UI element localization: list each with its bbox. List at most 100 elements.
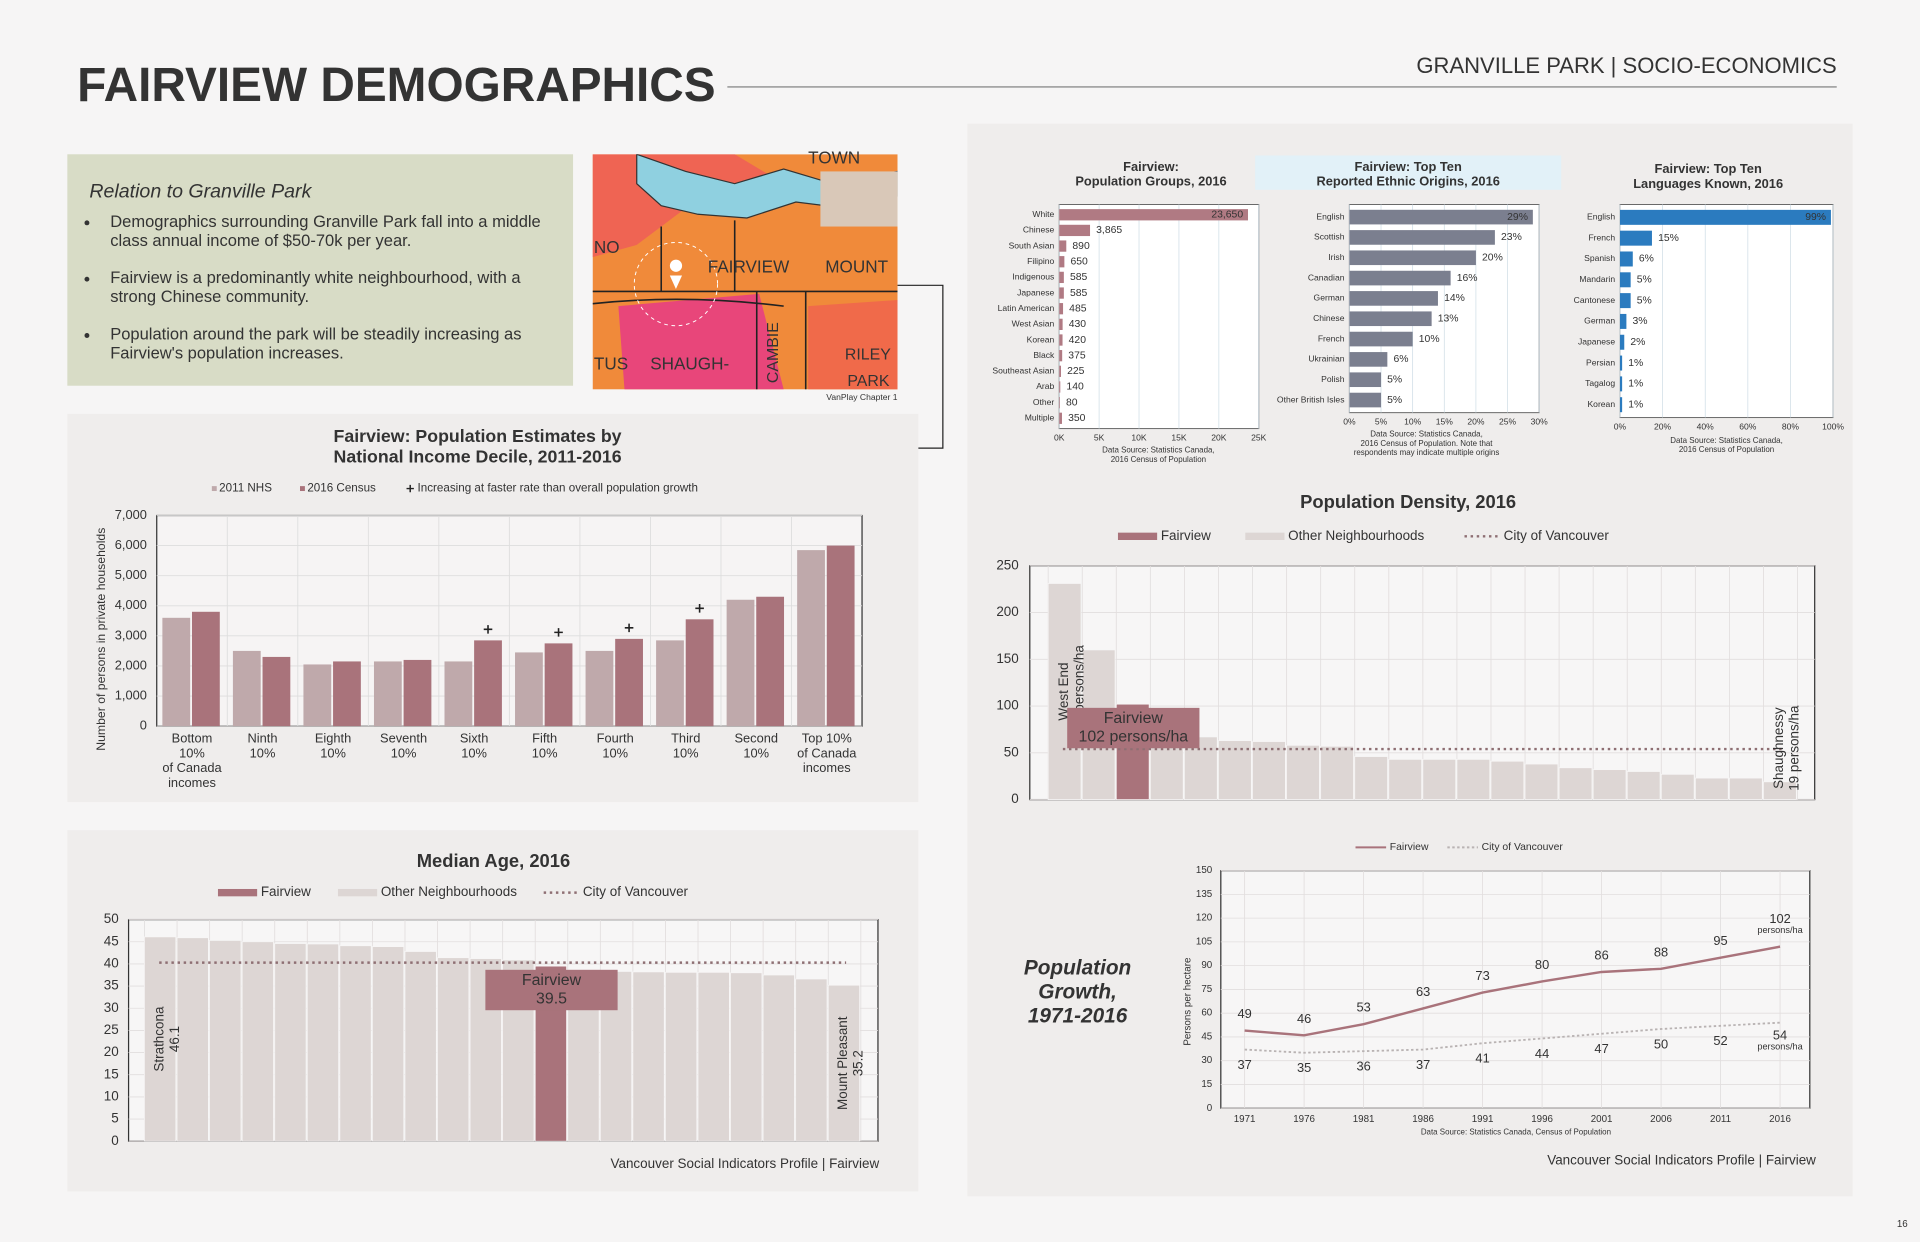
y-tick-label: 5: [111, 1111, 118, 1126]
category-label: Persian: [1586, 357, 1615, 367]
x-tick-label: 30%: [1531, 417, 1549, 427]
x-tick-label: 25%: [1499, 417, 1517, 427]
map-area: [820, 171, 898, 227]
bar: [1047, 583, 1082, 800]
value-label: 1%: [1628, 379, 1643, 390]
bar: [404, 951, 437, 1142]
source-note: Data Source: Statistics Canada, 2016 Cens…: [1102, 446, 1215, 464]
bar: [1349, 372, 1382, 388]
bar: [1490, 760, 1525, 800]
value-label: 13%: [1438, 313, 1459, 324]
bar: [1388, 758, 1422, 800]
text-line: Seventh: [380, 731, 427, 746]
source-note: Data Source: Statistics Canada, 2016 Cens…: [1354, 430, 1500, 457]
category-label: Scottish: [1314, 232, 1345, 242]
legend-swatch: [300, 486, 305, 492]
x-tick-label: 25K: [1251, 433, 1267, 443]
map-roads: [592, 220, 898, 390]
category-label: Canadian: [1308, 272, 1345, 282]
bar: [1729, 777, 1763, 800]
bar: [1059, 256, 1065, 268]
y-tick-label: 6,000: [115, 537, 147, 552]
text-line: 10%: [179, 746, 205, 761]
bar: [1349, 270, 1451, 286]
y-axis-label: Number of persons in private households: [94, 528, 108, 751]
legend-label: City of Vancouver: [583, 884, 689, 899]
value-label: 80: [1066, 397, 1078, 408]
value-label: 3%: [1633, 316, 1648, 327]
bar: [1349, 331, 1413, 347]
chart-title: Fairview: Population Groups, 2016: [1075, 159, 1226, 189]
source-note: Data Source: Statistics Canada, 2016 Cens…: [1670, 436, 1783, 454]
text-line: 2016 Census of Population: [1111, 455, 1206, 464]
y-tick-label: 0: [111, 1133, 118, 1148]
chart-title: Population Growth, 1971-2016: [1024, 956, 1131, 1027]
category-label: Irish: [1328, 252, 1344, 262]
bar: [1286, 744, 1320, 800]
text-line: strong Chinese community.: [110, 288, 309, 307]
x-tick-label: Third 10%: [671, 731, 700, 761]
category-label: Spanish: [1584, 253, 1615, 263]
text-line: of Canada: [162, 761, 222, 776]
bar: [797, 550, 825, 727]
x-tick-label: 0%: [1343, 417, 1356, 427]
plot-area: [1619, 204, 1834, 419]
point-label: 95: [1713, 933, 1727, 948]
bar: [656, 640, 684, 727]
text-line: Bottom: [172, 731, 213, 746]
value-label: 99%: [1805, 212, 1826, 223]
bar: [697, 971, 730, 1142]
x-tick-label: 1976: [1293, 1114, 1315, 1125]
bullet-dot: [84, 333, 90, 338]
bar: [1059, 412, 1062, 424]
text-line: Population around the park will be stead…: [110, 325, 521, 344]
text-line: incomes: [168, 775, 216, 790]
text-line: Fairview: Top Ten: [1655, 162, 1762, 177]
y-tick-label: 15: [104, 1066, 119, 1081]
category-label: German: [1584, 316, 1615, 326]
text-line: 10%: [602, 746, 628, 761]
bar: [1059, 303, 1064, 315]
point-label: 35: [1297, 1060, 1311, 1075]
category-label: Cantonese: [1574, 295, 1616, 305]
bar: [144, 936, 177, 1142]
bar: [762, 974, 795, 1142]
legend-label: Fairview: [1390, 842, 1429, 853]
value-label: 15%: [1658, 233, 1679, 244]
value-label: 350: [1068, 413, 1086, 424]
source-note: Data Source: Statistics Canada, Census o…: [1421, 1128, 1611, 1137]
x-tick-label: Top 10% of Canada incomes: [797, 731, 857, 776]
legend-label: Other Neighbourhoods: [1288, 528, 1424, 543]
point-label: 52: [1713, 1033, 1727, 1048]
bar: [403, 659, 432, 727]
bar: [1059, 365, 1061, 377]
category-label: Japanese: [1578, 337, 1615, 347]
legend-label: Fairview: [261, 884, 311, 899]
plot-area: [1058, 204, 1260, 430]
bar: [1349, 250, 1476, 266]
bar: [1620, 397, 1623, 413]
page-content: FAIRVIEW DEMOGRAPHICS GRANVILLE PARK | S…: [67, 53, 1908, 1230]
bar: [1059, 350, 1063, 362]
text-line: Growth,: [1038, 980, 1117, 1003]
bullet-dot: [84, 276, 90, 282]
chart-title: Fairview: Top Ten Languages Known, 2016: [1633, 162, 1783, 192]
relation-panel: [67, 154, 574, 386]
annotation-value: 19 persons/ha: [1786, 705, 1801, 791]
x-tick-label: Fifth 10%: [532, 731, 558, 761]
category-label: Multiple: [1025, 413, 1055, 423]
y-tick-label: 20: [104, 1044, 119, 1059]
text-line: 10%: [250, 746, 276, 761]
text-line: of Canada: [797, 746, 857, 761]
value-label: 10%: [1419, 334, 1440, 345]
value-label: 1%: [1628, 358, 1643, 369]
x-tick-label: 5%: [1375, 417, 1388, 427]
map-label: FAIRVIEW: [708, 257, 790, 277]
point-label: 54: [1773, 1028, 1787, 1043]
bar: [176, 937, 209, 1142]
series-line: [1244, 945, 1781, 1037]
annotation-value: 46.1: [166, 1026, 181, 1052]
category-label: Korean: [1587, 399, 1615, 409]
bar: [730, 972, 763, 1142]
map-label: CAMBIE: [765, 322, 782, 383]
